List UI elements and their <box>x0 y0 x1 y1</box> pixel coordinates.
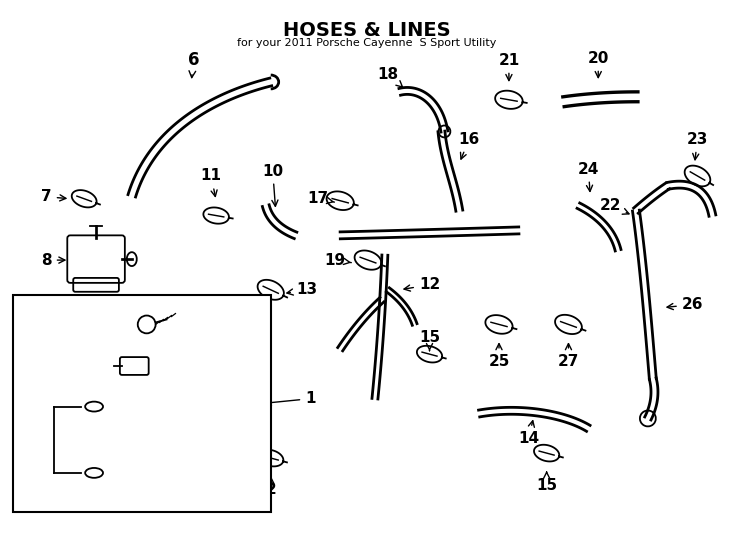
Text: 11: 11 <box>200 168 222 197</box>
Text: HOSES & LINES: HOSES & LINES <box>283 21 451 39</box>
Text: 25: 25 <box>488 343 509 369</box>
Text: 20: 20 <box>587 51 609 78</box>
Text: 21: 21 <box>498 53 520 80</box>
Text: 5: 5 <box>69 317 128 332</box>
Text: 7: 7 <box>41 189 66 204</box>
Text: 4: 4 <box>25 431 50 445</box>
Text: 6: 6 <box>188 51 199 78</box>
Text: 24: 24 <box>578 161 599 192</box>
Text: 18: 18 <box>377 66 402 87</box>
Text: 9: 9 <box>41 322 63 337</box>
Text: 15: 15 <box>536 472 557 493</box>
Text: 8: 8 <box>41 253 65 268</box>
Text: 1: 1 <box>265 391 316 406</box>
Text: 16: 16 <box>459 132 480 159</box>
Text: 27: 27 <box>558 343 579 369</box>
Bar <box>12 295 271 512</box>
Text: 3: 3 <box>69 360 109 375</box>
Text: 15: 15 <box>419 330 440 350</box>
Text: 12: 12 <box>404 278 440 292</box>
Text: for your 2011 Porsche Cayenne  S Sport Utility: for your 2011 Porsche Cayenne S Sport Ut… <box>237 38 497 49</box>
Text: 17: 17 <box>308 191 335 206</box>
Text: 13: 13 <box>287 282 317 298</box>
Text: 23: 23 <box>687 132 708 160</box>
Text: 14: 14 <box>518 421 539 446</box>
Text: 26: 26 <box>667 297 703 312</box>
Text: 22: 22 <box>600 198 629 214</box>
Text: 19: 19 <box>324 253 352 268</box>
Text: 2: 2 <box>266 476 276 497</box>
Text: 10: 10 <box>262 164 283 206</box>
